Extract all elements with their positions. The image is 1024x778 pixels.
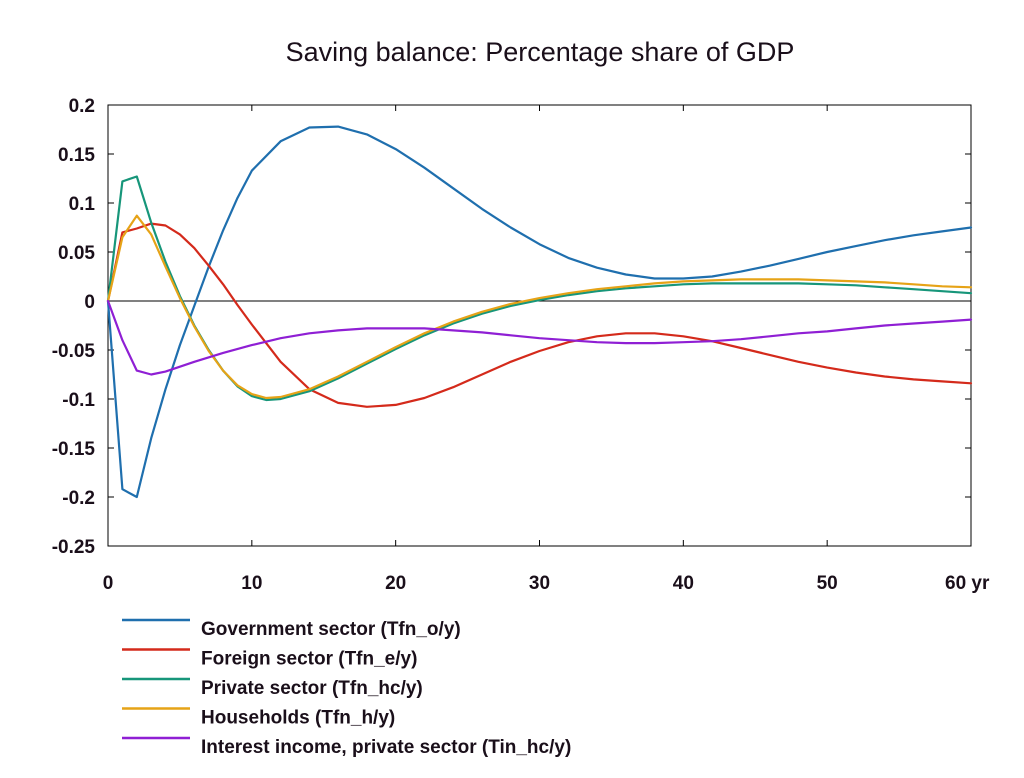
x-tick-label: 20 bbox=[385, 573, 406, 594]
legend: Government sector (Tfn_o/y) Foreign secto… bbox=[122, 618, 571, 758]
series-line-4 bbox=[106, 214, 973, 400]
plot-area: 0.2 0.15 0.1 0.05 0 -0.05 -0.1 -0.15 -0.2 -0.25 0 1… bbox=[52, 96, 990, 594]
plot-frame bbox=[107, 104, 972, 547]
x-tick-label: 50 bbox=[817, 573, 838, 594]
y-tick-label: 0.2 bbox=[69, 96, 95, 117]
y-tick-label: -0.1 bbox=[62, 390, 95, 411]
legend-label-1: Government sector (Tfn_o/y) bbox=[201, 619, 461, 640]
y-tick-label: -0.05 bbox=[52, 341, 96, 362]
series-layer bbox=[106, 125, 973, 499]
y-tick-label: -0.25 bbox=[52, 537, 96, 558]
y-tick-label: -0.15 bbox=[52, 439, 96, 460]
x-tick-label: 60 yr bbox=[945, 573, 990, 594]
y-tick-label: -0.2 bbox=[62, 488, 95, 509]
series-line-1 bbox=[106, 125, 973, 499]
x-tick-label: 40 bbox=[673, 573, 694, 594]
series-line-2 bbox=[106, 222, 973, 408]
y-tick-label: 0.05 bbox=[58, 243, 95, 264]
legend-label-2: Foreign sector (Tfn_e/y) bbox=[201, 649, 417, 670]
legend-label-4: Households (Tfn_h/y) bbox=[201, 708, 395, 729]
series-line-3 bbox=[106, 175, 973, 402]
x-tick-label: 30 bbox=[529, 573, 550, 594]
legend-label-5: Interest income, private sector (Tin_hc/… bbox=[201, 737, 571, 758]
chart-title: Saving balance: Percentage share of GDP bbox=[286, 37, 795, 67]
y-tick-label: 0.1 bbox=[69, 194, 96, 215]
series-line-5 bbox=[106, 299, 973, 376]
x-tick-label: 0 bbox=[103, 573, 114, 594]
legend-label-3: Private sector (Tfn_hc/y) bbox=[201, 678, 423, 699]
y-tick-label: 0 bbox=[84, 292, 95, 313]
y-tick-label: 0.15 bbox=[58, 145, 95, 166]
x-tick-label: 10 bbox=[241, 573, 262, 594]
